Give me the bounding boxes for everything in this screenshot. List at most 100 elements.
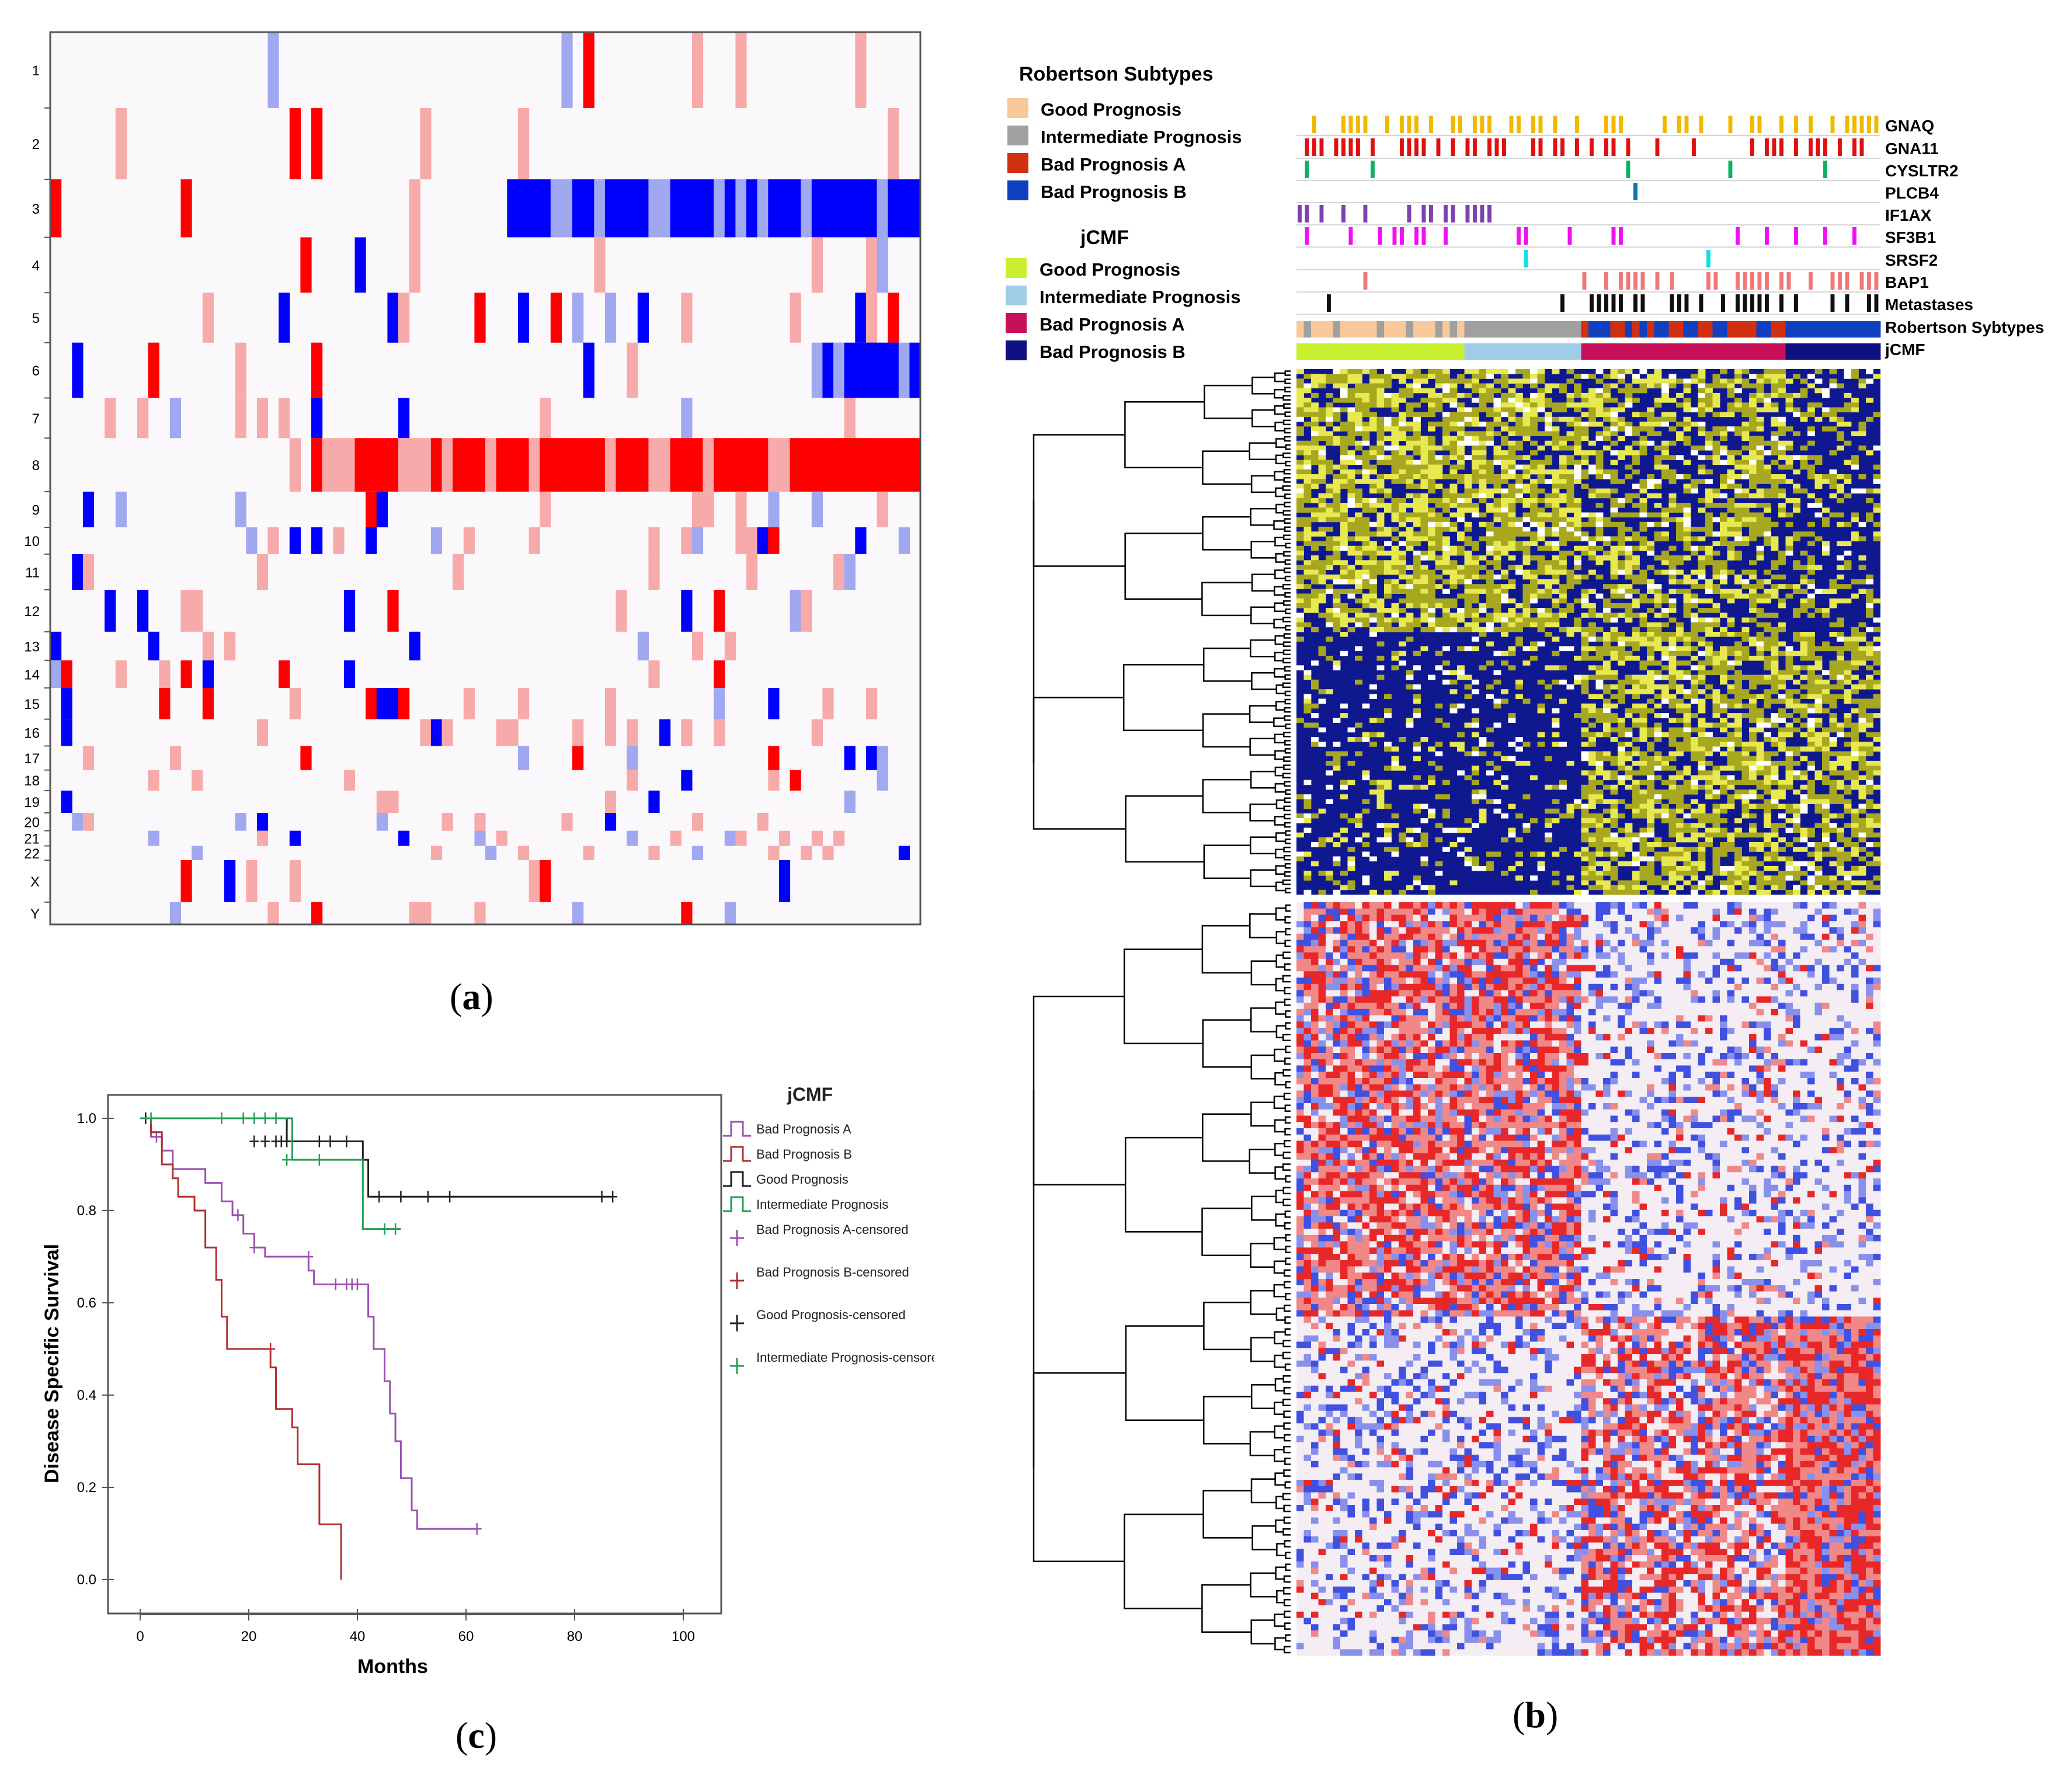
methyl-cell (1588, 694, 1596, 699)
methyl-cell (1807, 521, 1815, 527)
cnv-cell (888, 438, 899, 492)
cnv-cell (714, 179, 725, 238)
methyl-cell (1588, 392, 1596, 398)
methyl-cell (1858, 422, 1866, 427)
methyl-cell (1668, 579, 1677, 585)
methyl-cell (1814, 378, 1823, 384)
methyl-cell (1837, 646, 1844, 652)
methyl-cell (1866, 799, 1873, 804)
methyl-cell (1464, 593, 1472, 599)
methyl-cell (1756, 398, 1764, 403)
methyl-cell (1355, 388, 1362, 394)
methyl-cell (1413, 550, 1421, 556)
methyl-cell (1793, 827, 1800, 833)
methyl-cell (1391, 555, 1399, 561)
methyl-cell (1537, 536, 1545, 541)
methyl-cell (1756, 407, 1764, 413)
methyl-cell (1501, 545, 1508, 551)
methyl-cell (1807, 679, 1815, 685)
methyl-cell (1720, 780, 1727, 785)
methyl-cell (1705, 775, 1713, 781)
methyl-cell (1749, 603, 1757, 608)
methyl-cell (1347, 484, 1355, 489)
methyl-cell (1712, 378, 1720, 384)
methyl-cell (1493, 541, 1501, 547)
methyl-cell (1355, 646, 1362, 652)
methyl-cell (1435, 541, 1443, 547)
methyl-cell (1756, 742, 1764, 747)
methyl-cell (1391, 422, 1399, 427)
methyl-cell (1501, 598, 1508, 604)
methyl-cell (1691, 545, 1698, 551)
methyl-cell (1668, 818, 1677, 823)
methyl-cell (1449, 383, 1458, 389)
methyl-cell (1515, 541, 1523, 547)
methyl-cell (1785, 398, 1793, 403)
methyl-cell (1399, 455, 1406, 460)
methyl-cell (1683, 689, 1691, 694)
methyl-cell (1873, 531, 1881, 537)
methyl-cell (1691, 617, 1698, 623)
mutation-mark (1414, 116, 1419, 133)
methyl-cell (1515, 431, 1523, 436)
methyl-cell (1376, 608, 1385, 613)
cnv-cell (648, 438, 660, 492)
methyl-cell (1472, 378, 1479, 384)
methyl-cell (1712, 383, 1720, 389)
methyl-cell (1807, 674, 1815, 680)
methyl-cell (1734, 703, 1742, 709)
methyl-cell (1668, 790, 1677, 795)
methyl-cell (1515, 440, 1523, 446)
methyl-cell (1501, 651, 1508, 656)
methyl-cell (1822, 521, 1830, 527)
methyl-cell (1515, 498, 1523, 503)
methyl-cell (1676, 527, 1684, 532)
methyl-cell (1873, 679, 1881, 685)
methyl-cell (1764, 808, 1771, 814)
methyl-cell (1654, 775, 1662, 781)
methyl-cell (1873, 374, 1881, 379)
methyl-cell (1814, 512, 1823, 518)
methyl-cell (1720, 579, 1727, 585)
methyl-cell (1807, 464, 1815, 470)
swatch-rob-good (1007, 98, 1028, 118)
methyl-cell (1691, 646, 1698, 652)
methyl-cell (1603, 407, 1611, 413)
cnv-cell (430, 846, 443, 860)
methyl-cell (1771, 536, 1779, 541)
methyl-cell (1764, 593, 1771, 599)
methyl-cell (1691, 569, 1698, 575)
methyl-cell (1785, 536, 1793, 541)
methyl-cell (1625, 545, 1633, 551)
methyl-cell (1501, 632, 1508, 637)
methyl-cell (1756, 493, 1764, 499)
methyl-cell (1333, 479, 1341, 484)
methyl-cell (1778, 464, 1786, 470)
track-label-jcmf: jCMF (1885, 340, 1925, 359)
methyl-cell (1522, 402, 1531, 408)
cnv-cell (496, 438, 507, 492)
methyl-cell (1493, 670, 1501, 676)
methyl-cell (1683, 790, 1691, 795)
methyl-cell (1764, 613, 1771, 618)
methyl-cell (1807, 383, 1815, 389)
methyl-cell (1399, 450, 1406, 455)
methyl-cell (1625, 756, 1633, 761)
methyl-cell (1720, 827, 1727, 833)
methyl-cell (1720, 517, 1727, 523)
methyl-cell (1720, 674, 1727, 680)
methyl-cell (1618, 455, 1625, 460)
methyl-cell (1464, 488, 1472, 494)
cnv-cell (540, 179, 551, 238)
methyl-cell (1654, 531, 1662, 537)
methyl-cell (1376, 521, 1385, 527)
methyl-cell (1479, 392, 1487, 398)
methyl-cell (1588, 613, 1596, 618)
methyl-cell (1537, 593, 1545, 599)
methyl-cell (1873, 670, 1881, 676)
methyl-cell (1734, 679, 1742, 685)
methyl-cell (1595, 517, 1604, 523)
cnv-cell (517, 846, 530, 860)
jcmf-cell (1369, 343, 1377, 360)
methyl-cell (1873, 784, 1881, 790)
